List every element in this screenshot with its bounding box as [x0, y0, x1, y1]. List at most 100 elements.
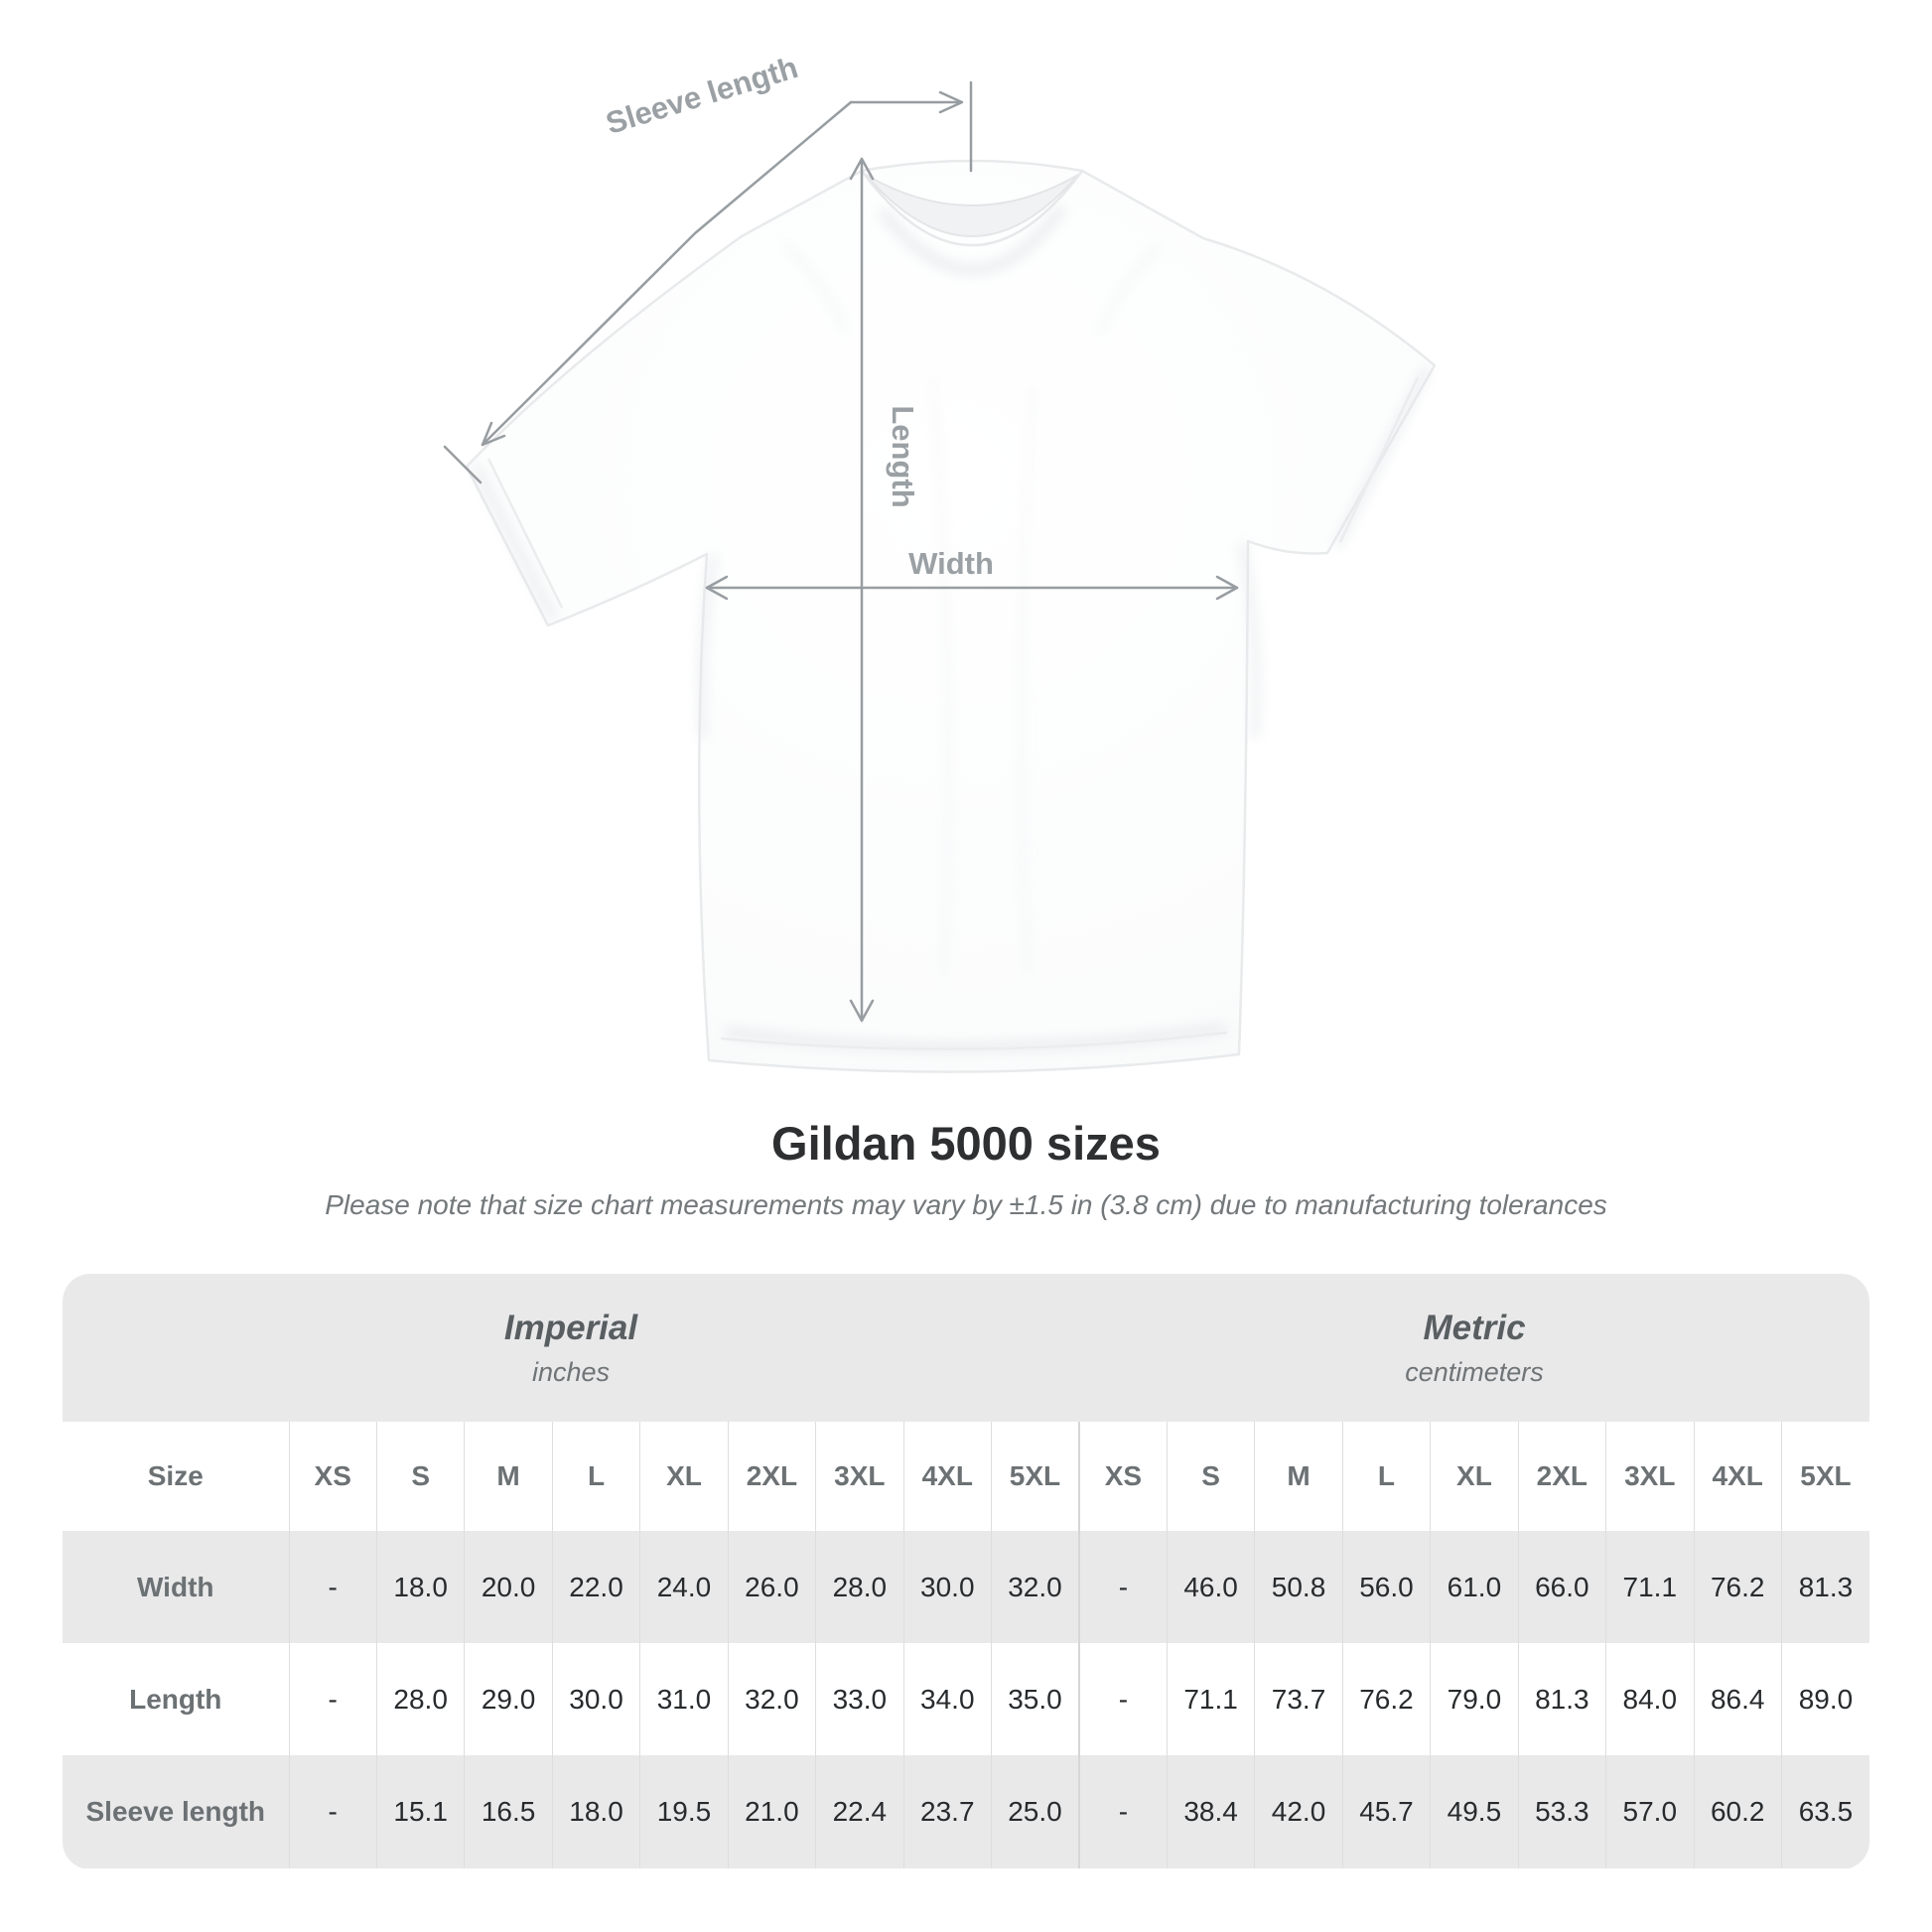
table-cell: 60.2	[1693, 1755, 1782, 1868]
tshirt-body	[465, 159, 1437, 1073]
table-header-row: Size XS S M L XL 2XL 3XL 4XL 5XL XS S M …	[63, 1422, 1869, 1531]
column-header: M	[464, 1422, 553, 1531]
column-header-size: Size	[147, 1460, 204, 1491]
table-cell: 66.0	[1517, 1531, 1606, 1643]
table-cell: 63.5	[1780, 1755, 1869, 1868]
table-row-sleeve-length: Sleeve length - 15.1 16.5 18.0 19.5 21.0…	[63, 1755, 1869, 1868]
table-cell: -	[1077, 1531, 1168, 1643]
table-cell: 73.7	[1254, 1643, 1343, 1755]
table-cell: 19.5	[639, 1755, 729, 1868]
table-cell: 32.0	[727, 1643, 816, 1755]
column-header: XL	[639, 1422, 729, 1531]
table-cell: 35.0	[990, 1643, 1079, 1755]
table-cell: 33.0	[815, 1643, 904, 1755]
table-row-width: Width - 18.0 20.0 22.0 24.0 26.0 28.0 30…	[63, 1531, 1869, 1643]
column-header: 5XL	[990, 1422, 1079, 1531]
table-cell: 76.2	[1341, 1643, 1431, 1755]
metric-group-unit: centimeters	[1405, 1356, 1544, 1387]
column-header: XS	[1077, 1422, 1168, 1531]
table-cell: 24.0	[639, 1531, 729, 1643]
sleeve-length-arrowhead-right	[938, 90, 964, 114]
right-cuff-seam	[1338, 376, 1420, 543]
table-cell: -	[1077, 1755, 1168, 1868]
row-label: Sleeve length	[85, 1796, 265, 1827]
table-cell: 29.0	[464, 1643, 553, 1755]
table-cell: 42.0	[1254, 1755, 1343, 1868]
table-cell: 71.1	[1605, 1531, 1694, 1643]
column-header: 4XL	[1693, 1422, 1782, 1531]
table-cell: 31.0	[639, 1643, 729, 1755]
table-cell: 18.0	[375, 1531, 465, 1643]
table-cell: 79.0	[1430, 1643, 1519, 1755]
metric-group-name: Metric	[1423, 1308, 1526, 1347]
table-cell: 53.3	[1517, 1755, 1606, 1868]
sleeve-length-label: Sleeve length	[602, 50, 801, 141]
table-cell: 81.3	[1517, 1643, 1606, 1755]
table-cell: 23.7	[902, 1755, 992, 1868]
tshirt-measurement-diagram: Sleeve length Length Width	[443, 50, 1437, 1073]
table-cell: 21.0	[727, 1755, 816, 1868]
table-row-length: Length - 28.0 29.0 30.0 31.0 32.0 33.0 3…	[63, 1643, 1869, 1755]
width-arrowhead-left	[705, 575, 729, 601]
column-header: L	[1341, 1422, 1431, 1531]
table-cell: 76.2	[1693, 1531, 1782, 1643]
column-header: XL	[1430, 1422, 1519, 1531]
table-cell: 89.0	[1780, 1643, 1869, 1755]
size-grid: Size XS S M L XL 2XL 3XL 4XL 5XL XS S M …	[63, 1422, 1869, 1868]
column-header: S	[375, 1422, 465, 1531]
table-cell: 45.7	[1341, 1755, 1431, 1868]
unit-group-band: Imperial inches Metric centimeters	[63, 1274, 1869, 1422]
table-cell: 71.1	[1166, 1643, 1255, 1755]
column-header: 3XL	[1605, 1422, 1694, 1531]
column-header: 2XL	[727, 1422, 816, 1531]
size-table: Imperial inches Metric centimeters Size …	[63, 1274, 1869, 1869]
table-cell: 30.0	[551, 1643, 640, 1755]
sleeve-length-arrowhead-left	[481, 421, 506, 447]
table-cell: 18.0	[551, 1755, 640, 1868]
length-arrowhead-down	[849, 999, 875, 1023]
column-header: L	[551, 1422, 640, 1531]
table-cell: 38.4	[1166, 1755, 1255, 1868]
column-header: 4XL	[902, 1422, 992, 1531]
table-cell: -	[288, 1755, 377, 1868]
table-cell: 16.5	[464, 1755, 553, 1868]
column-header: M	[1254, 1422, 1343, 1531]
table-cell: 61.0	[1430, 1531, 1519, 1643]
table-cell: 22.0	[551, 1531, 640, 1643]
table-cell: 84.0	[1605, 1643, 1694, 1755]
imperial-group-unit: inches	[531, 1356, 611, 1387]
column-header: XS	[288, 1422, 377, 1531]
table-cell: 30.0	[902, 1531, 992, 1643]
table-cell: 20.0	[464, 1531, 553, 1643]
table-cell: 25.0	[990, 1755, 1079, 1868]
width-arrowhead-right	[1215, 575, 1239, 601]
table-cell: 34.0	[902, 1643, 992, 1755]
title-block: Gildan 5000 sizes Please note that size …	[0, 1118, 1932, 1221]
table-cell: 49.5	[1430, 1755, 1519, 1868]
imperial-group-header: Imperial inches	[63, 1274, 1079, 1422]
imperial-group-name: Imperial	[503, 1308, 638, 1347]
table-cell: 32.0	[990, 1531, 1079, 1643]
table-cell: 15.1	[375, 1755, 465, 1868]
page-subtitle: Please note that size chart measurements…	[325, 1189, 1607, 1220]
tshirt-shading	[473, 206, 1430, 1053]
table-cell: 22.4	[815, 1755, 904, 1868]
table-cell: 81.3	[1780, 1531, 1869, 1643]
page-title: Gildan 5000 sizes	[771, 1117, 1161, 1170]
column-header: S	[1166, 1422, 1255, 1531]
collar-rib-seam	[860, 170, 1084, 247]
length-label: Length	[886, 405, 920, 507]
table-cell: -	[1077, 1643, 1168, 1755]
row-label: Width	[137, 1571, 214, 1602]
length-measure: Length	[849, 157, 920, 1023]
table-cell: -	[288, 1531, 377, 1643]
table-cell: 46.0	[1166, 1531, 1255, 1643]
hem-seam	[720, 1031, 1228, 1050]
table-cell: 86.4	[1693, 1643, 1782, 1755]
length-arrowhead-up	[849, 157, 875, 181]
sleeve-end-tick	[443, 445, 483, 484]
row-label: Length	[129, 1683, 222, 1715]
table-cell: 50.8	[1254, 1531, 1343, 1643]
left-cuff-seam	[486, 458, 564, 609]
